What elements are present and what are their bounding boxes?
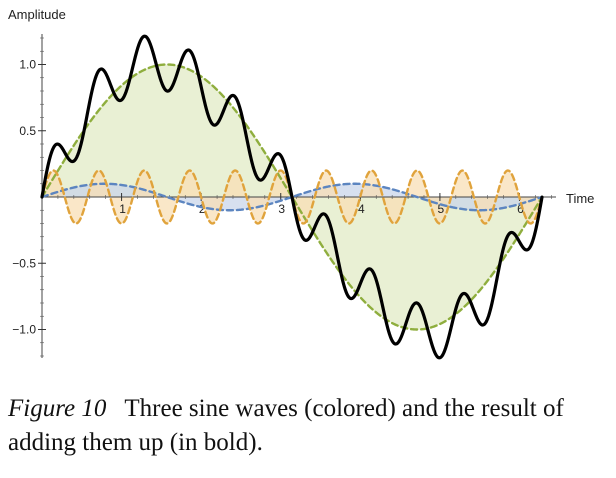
x-tick-label: 6 — [517, 202, 524, 216]
y-tick-label: −0.5 — [12, 256, 36, 270]
x-tick-label: 5 — [438, 202, 445, 216]
sum-line — [40, 34, 544, 360]
caption-text: Three sine waves (colored) and the resul… — [8, 395, 564, 456]
y-tick-label: 0.5 — [19, 124, 36, 138]
figure-caption: Figure 10 Three sine waves (colored) and … — [8, 392, 612, 460]
y-tick-label: −1.0 — [12, 323, 36, 337]
x-tick-label: 4 — [358, 202, 365, 216]
y-tick-label: 1.0 — [19, 58, 36, 72]
x-tick-label: 3 — [278, 202, 285, 216]
y-axis-title: Amplitude — [8, 7, 66, 22]
x-axis-title: Time — [566, 191, 594, 206]
figure-label: Figure 10 — [8, 395, 107, 422]
y-ticks: −1.0 −0.5 0.5 1.0 — [12, 58, 46, 337]
x-tick-label: 1 — [119, 202, 126, 216]
component-line-sin-t — [40, 63, 544, 331]
x-tick-label: 2 — [199, 202, 206, 216]
chart: 1 2 3 4 5 6 −1.0 −0.5 0.5 1.0 Amplitude Time — [8, 7, 594, 360]
